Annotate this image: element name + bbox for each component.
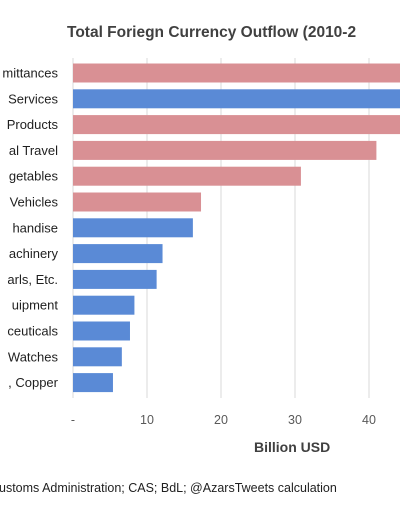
bar [73,63,400,83]
category-label: uipment [12,298,59,313]
category-label: arls, Etc. [7,272,58,287]
x-tick-label: 30 [288,413,302,427]
category-label: Products [7,117,59,132]
chart-title: Total Foriegn Currency Outflow (2010-2 [67,24,356,41]
x-tick-label: 20 [214,413,228,427]
bar [73,295,135,315]
category-label: , Copper [8,375,59,390]
category-label: ceuticals [7,324,58,339]
bar [73,321,130,341]
category-label: getables [9,169,59,184]
category-label: handise [12,220,58,235]
bars [73,63,400,393]
bar [73,140,377,160]
gridlines [72,58,370,398]
bar [73,373,113,393]
bar [73,347,122,367]
category-label: achinery [9,246,59,261]
x-tick-label: 10 [140,413,154,427]
category-label: al Travel [9,143,58,158]
bar [73,269,157,289]
source-note: ustoms Administration; CAS; BdL; @AzarsT… [0,481,337,495]
category-label: Vehicles [10,195,59,210]
bar [73,115,400,135]
bar [73,166,301,186]
bar [73,218,193,238]
x-tick-label: - [71,413,75,427]
bar [73,244,163,264]
x-tick-labels: - 10 20 30 40 [71,413,376,427]
x-axis-title: Billion USD [254,439,330,455]
bar [73,89,400,109]
category-label: Services [8,91,58,106]
category-label: Watches [8,349,59,364]
category-label: mittances [2,66,58,81]
x-tick-label: 40 [362,413,376,427]
bar [73,192,202,212]
category-labels: mittances Services Products al Travel getabl… [2,66,58,391]
